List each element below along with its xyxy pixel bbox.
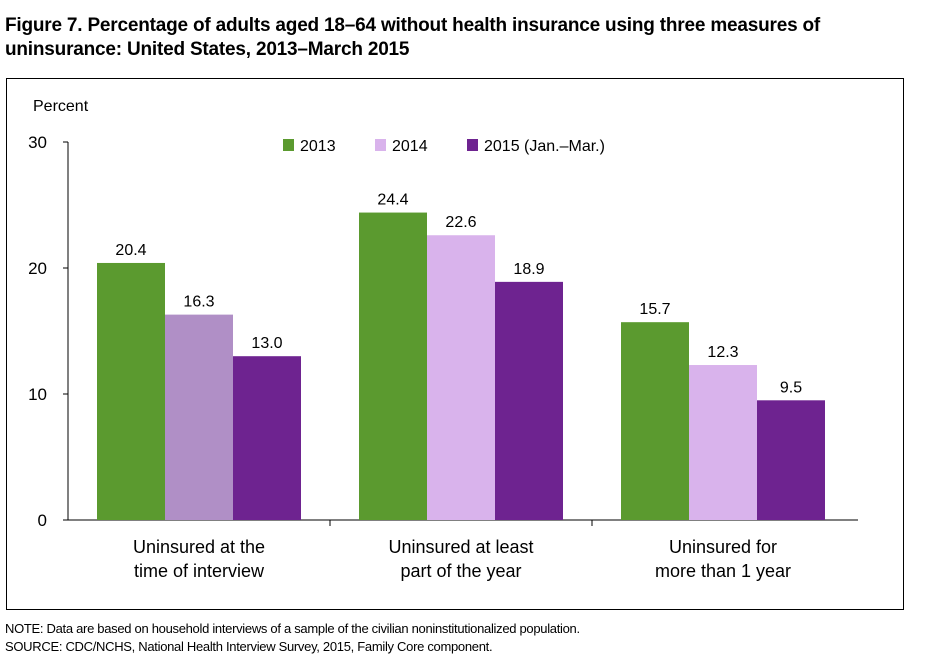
- source-text: SOURCE: CDC/NCHS, National Health Interv…: [5, 639, 493, 654]
- legend-swatch: [283, 139, 294, 151]
- figure-title: Figure 7. Percentage of adults aged 18–6…: [5, 15, 821, 60]
- x-category-label: Uninsured at the: [133, 537, 265, 557]
- bar-data-label: 9.5: [780, 379, 802, 396]
- bar-data-label: 18.9: [513, 261, 544, 278]
- y-tick-label: 20: [28, 259, 47, 278]
- y-tick-label: 0: [38, 511, 47, 530]
- bar-data-label: 20.4: [115, 242, 146, 259]
- y-tick-label: 30: [28, 133, 47, 152]
- bar-data-label: 15.7: [639, 301, 670, 318]
- chart-frame: [6, 78, 904, 610]
- bar-data-label: 13.0: [251, 335, 282, 352]
- bar: [233, 356, 301, 520]
- note-text: NOTE: Data are based on household interv…: [5, 621, 580, 636]
- y-axis-title: Percent: [33, 98, 89, 115]
- bar: [97, 262, 165, 520]
- legend-label: 2015 (Jan.–Mar.): [484, 138, 605, 155]
- bar-data-label: 12.3: [707, 344, 738, 361]
- legend-swatch: [467, 139, 478, 151]
- bar: [165, 314, 233, 520]
- bar: [359, 212, 427, 520]
- bar-data-label: 22.6: [445, 214, 476, 231]
- bar: [621, 322, 689, 520]
- legend-label: 2014: [392, 138, 428, 155]
- x-category-label: part of the year: [400, 561, 521, 581]
- bar: [495, 281, 563, 520]
- bar: [757, 400, 825, 520]
- legend-swatch: [375, 139, 386, 151]
- x-category-label: time of interview: [134, 561, 265, 581]
- bar-data-label: 24.4: [377, 192, 408, 209]
- y-tick-label: 10: [28, 385, 47, 404]
- x-category-label: Uninsured for: [669, 537, 777, 557]
- legend-label: 2013: [300, 138, 336, 155]
- bar: [689, 365, 757, 520]
- x-category-label: Uninsured at least: [388, 537, 533, 557]
- bar: [427, 235, 495, 521]
- x-category-label: more than 1 year: [655, 561, 791, 581]
- bar-data-label: 16.3: [183, 294, 214, 311]
